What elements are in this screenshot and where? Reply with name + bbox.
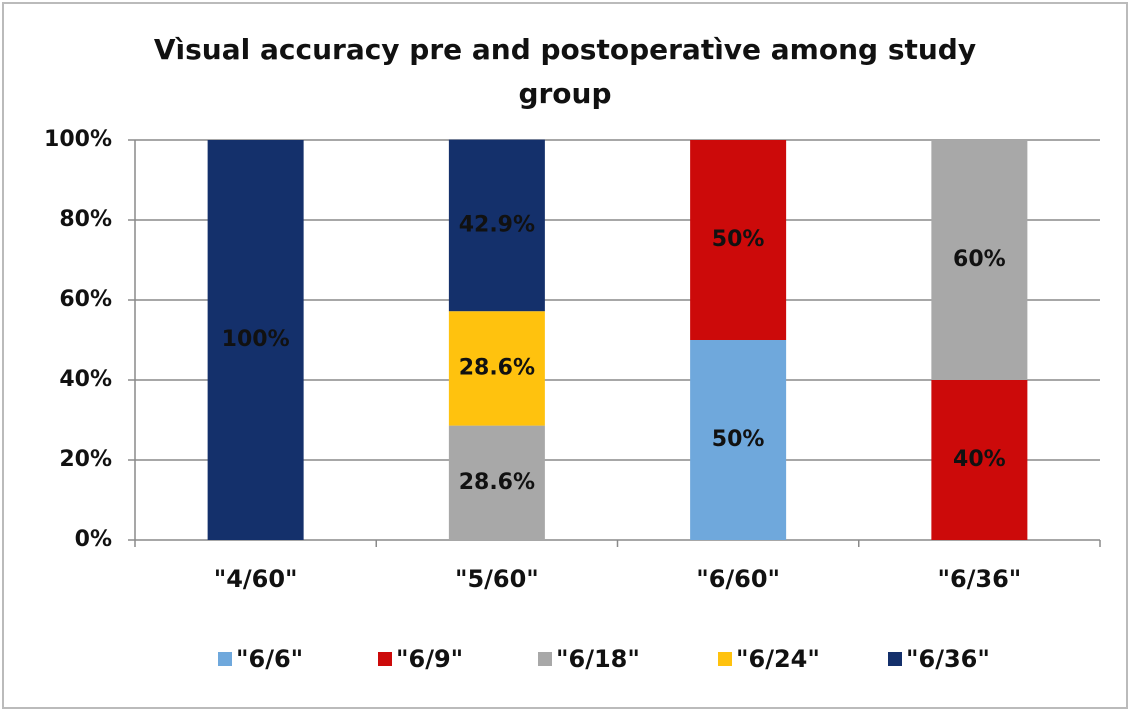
x-tick-label: "4/60": [214, 565, 298, 593]
legend-label: "6/9": [396, 645, 463, 673]
x-tick-label: "6/36": [937, 565, 1021, 593]
data-label: 50%: [712, 427, 765, 452]
bar-segment: [448, 425, 545, 540]
bar-segment: [207, 140, 304, 540]
data-label: 50%: [712, 227, 765, 252]
bar-segment: [931, 140, 1028, 380]
legend-swatch: [218, 652, 232, 666]
data-label: 28.6%: [459, 470, 535, 495]
y-tick-label: 100%: [44, 127, 112, 152]
bar-segment: [690, 340, 787, 540]
x-tick-label: "5/60": [455, 565, 539, 593]
legend-swatch: [718, 652, 732, 666]
bar-segment: [690, 140, 787, 340]
legend-swatch: [888, 652, 902, 666]
legend-label: "6/18": [556, 645, 640, 673]
bar-segment: [931, 380, 1028, 540]
data-label: 60%: [953, 247, 1006, 272]
legend-swatch: [538, 652, 552, 666]
y-tick-label: 40%: [59, 367, 112, 392]
data-label: 42.9%: [459, 212, 535, 237]
legend-swatch: [378, 652, 392, 666]
y-tick-label: 0%: [75, 527, 112, 552]
data-label: 28.6%: [459, 355, 535, 380]
data-label: 40%: [953, 447, 1006, 472]
data-label: 100%: [222, 327, 290, 352]
y-tick-label: 80%: [59, 207, 112, 232]
legend-label: "6/36": [906, 645, 990, 673]
y-tick-label: 60%: [59, 287, 112, 312]
x-tick-label: "6/60": [696, 565, 780, 593]
legend-label: "6/6": [236, 645, 303, 673]
chart-title: Vìsual accuracy pre and postoperatìve am…: [153, 33, 977, 110]
y-tick-label: 20%: [59, 447, 112, 472]
bar-segment: [448, 139, 545, 312]
bar-segment: [448, 311, 545, 426]
legend-label: "6/24": [736, 645, 820, 673]
